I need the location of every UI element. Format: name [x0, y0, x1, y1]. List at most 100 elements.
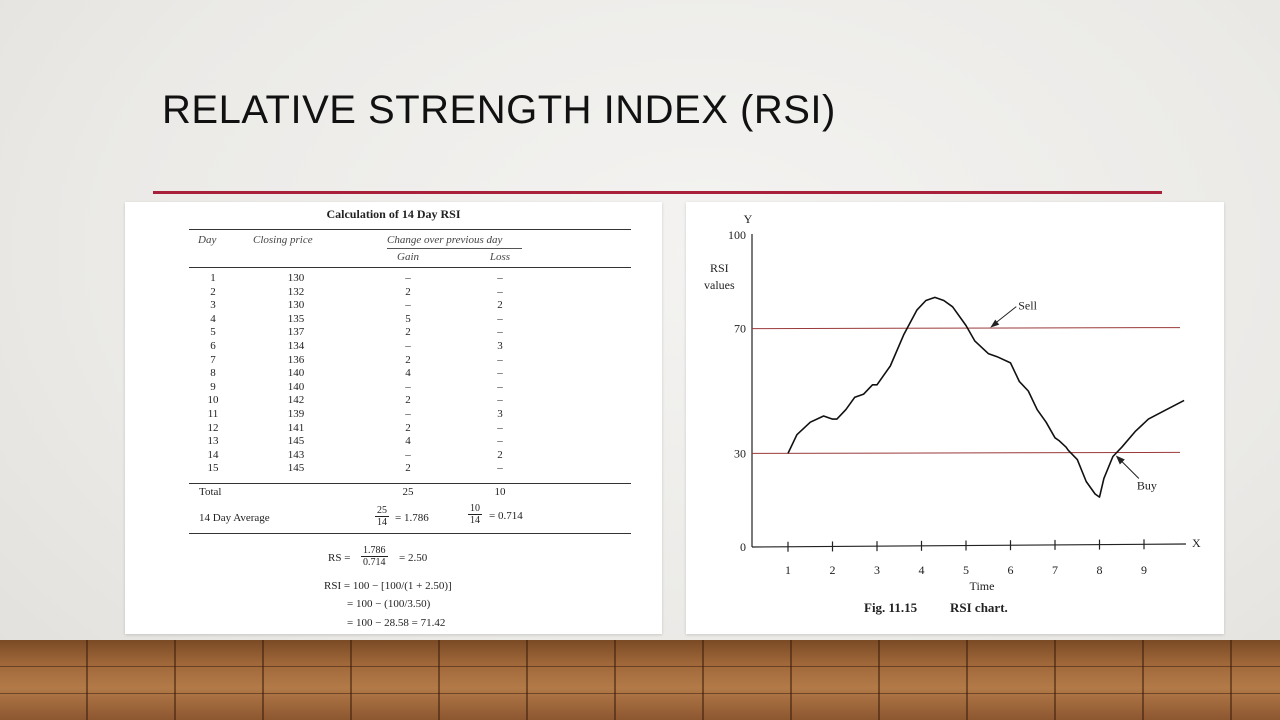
- avg-label: 14 Day Average: [199, 512, 270, 524]
- row-gain: 2: [405, 462, 411, 475]
- rs-label: RS =: [328, 552, 351, 564]
- x-tick-label: 7: [1052, 563, 1058, 577]
- row-day: 11: [207, 408, 219, 420]
- row-gain: 2: [405, 285, 411, 298]
- row-gain: –: [405, 272, 411, 284]
- row-day: 3: [210, 299, 216, 312]
- rsi-line-chart: Y X 0 30 70 100 RSI values 1 2 3 4 5 6 7 8 9 Time Fig. 11.…: [704, 212, 1201, 615]
- row-day: 5: [210, 326, 216, 339]
- total-top-rule: [189, 483, 631, 484]
- table-caption: Calculation of 14 Day RSI: [326, 207, 461, 221]
- total-label: Total: [199, 486, 222, 498]
- row-gain: 4: [405, 435, 411, 448]
- row-loss: –: [497, 326, 503, 339]
- x-axis: [751, 543, 1187, 548]
- row-loss: 2: [497, 448, 503, 461]
- y-axis-letter: Y: [744, 212, 753, 226]
- x-axis-letter: X: [1192, 536, 1201, 550]
- header-change: Change over previous day: [387, 234, 503, 246]
- x-tick-label: 6: [1008, 563, 1014, 577]
- row-gain: –: [405, 299, 411, 312]
- row-loss: –: [497, 272, 503, 284]
- figure-caption-text: RSI chart.: [950, 600, 1008, 615]
- avg-bottom-rule: [189, 533, 631, 534]
- y-tick-label: 100: [728, 228, 746, 242]
- row-loss: –: [497, 462, 503, 475]
- row-day: 12: [207, 421, 219, 434]
- avg-loss-numerator: 10: [468, 503, 482, 515]
- row-loss: 3: [497, 408, 503, 420]
- sell-arrow-head: [990, 319, 1000, 328]
- figure-caption-number: Fig. 11.15: [864, 600, 918, 615]
- row-day: 13: [207, 435, 219, 448]
- oversold-line: [751, 451, 1181, 454]
- rs-result: = 2.50: [399, 552, 428, 564]
- row-price: 135: [287, 312, 305, 325]
- avg-gain-fraction: 25 14: [375, 505, 389, 528]
- x-tick-label: 8: [1097, 563, 1103, 577]
- avg-gain-denominator: 14: [377, 517, 387, 528]
- overbought-line: [751, 327, 1181, 330]
- row-day: 7: [210, 353, 216, 366]
- row-day: 4: [210, 312, 216, 325]
- row-price: 139: [287, 408, 305, 420]
- row-day: 1: [210, 272, 216, 284]
- sell-annotation: Sell: [1018, 299, 1037, 313]
- rsi-chart-panel: Y X 0 30 70 100 RSI values 1 2 3 4 5 6 7 8 9 Time Fig. 11.…: [686, 202, 1224, 634]
- x-tick-label: 3: [874, 563, 880, 577]
- x-tick-label: 1: [785, 563, 791, 577]
- avg-loss-denominator: 14: [470, 515, 480, 526]
- row-day: 6: [210, 340, 216, 352]
- header-gain: Gain: [397, 251, 419, 263]
- buy-arrow-head: [1115, 455, 1125, 465]
- header-bottom-rule: [189, 267, 631, 268]
- total-gain: 25: [402, 486, 414, 498]
- header-day: Day: [198, 234, 217, 246]
- header-change-rule: [387, 248, 522, 249]
- slide-title: RELATIVE STRENGTH INDEX (RSI): [162, 88, 836, 132]
- rs-numerator: 1.786: [361, 545, 388, 557]
- x-tick-label: 5: [963, 563, 969, 577]
- rsi-formula-line-2: = 100 − (100/3.50): [347, 598, 431, 610]
- x-tick-label: 9: [1141, 563, 1147, 577]
- row-day: 9: [210, 380, 216, 393]
- row-price: 140: [287, 367, 305, 380]
- row-gain: 5: [405, 312, 411, 325]
- rsi-formula-line-1: RSI = 100 − [100/(1 + 2.50)]: [324, 580, 452, 592]
- row-day: 14: [207, 448, 219, 461]
- row-loss: –: [497, 353, 503, 366]
- wood-floor-background: [0, 640, 1280, 720]
- row-price: 130: [287, 272, 305, 284]
- y-axis-label-line-1: RSI: [710, 261, 729, 275]
- row-price: 145: [287, 435, 305, 448]
- header-loss: Loss: [489, 251, 511, 263]
- row-gain: –: [405, 408, 411, 420]
- y-axis-label-line-2: values: [704, 278, 735, 292]
- row-loss: –: [497, 285, 503, 298]
- row-loss: –: [497, 380, 503, 393]
- avg-loss-result: = 0.714: [489, 510, 523, 522]
- total-loss: 10: [494, 486, 506, 498]
- row-gain: 2: [405, 394, 411, 407]
- rsi-calculation-table-panel: Calculation of 14 Day RSI Day Closing pr…: [125, 202, 662, 634]
- row-loss: –: [497, 312, 503, 325]
- row-day: 15: [207, 462, 219, 475]
- row-loss: –: [497, 435, 503, 448]
- row-price: 142: [287, 394, 305, 407]
- rsi-series-line: [787, 296, 1185, 498]
- row-price: 140: [287, 380, 305, 393]
- row-gain: –: [405, 380, 411, 393]
- x-axis-label: Time: [970, 579, 995, 593]
- y-tick-label: 30: [734, 446, 746, 460]
- row-gain: 2: [405, 326, 411, 339]
- row-loss: 3: [497, 340, 503, 352]
- table-top-rule: [189, 229, 631, 230]
- row-gain: –: [405, 448, 411, 461]
- row-price: 134: [287, 340, 305, 352]
- row-day: 10: [207, 394, 219, 407]
- avg-gain-result: = 1.786: [395, 512, 429, 524]
- row-loss: –: [497, 394, 503, 407]
- row-loss: 2: [497, 299, 503, 312]
- row-day: 8: [210, 367, 216, 380]
- y-tick-label: 0: [740, 540, 746, 554]
